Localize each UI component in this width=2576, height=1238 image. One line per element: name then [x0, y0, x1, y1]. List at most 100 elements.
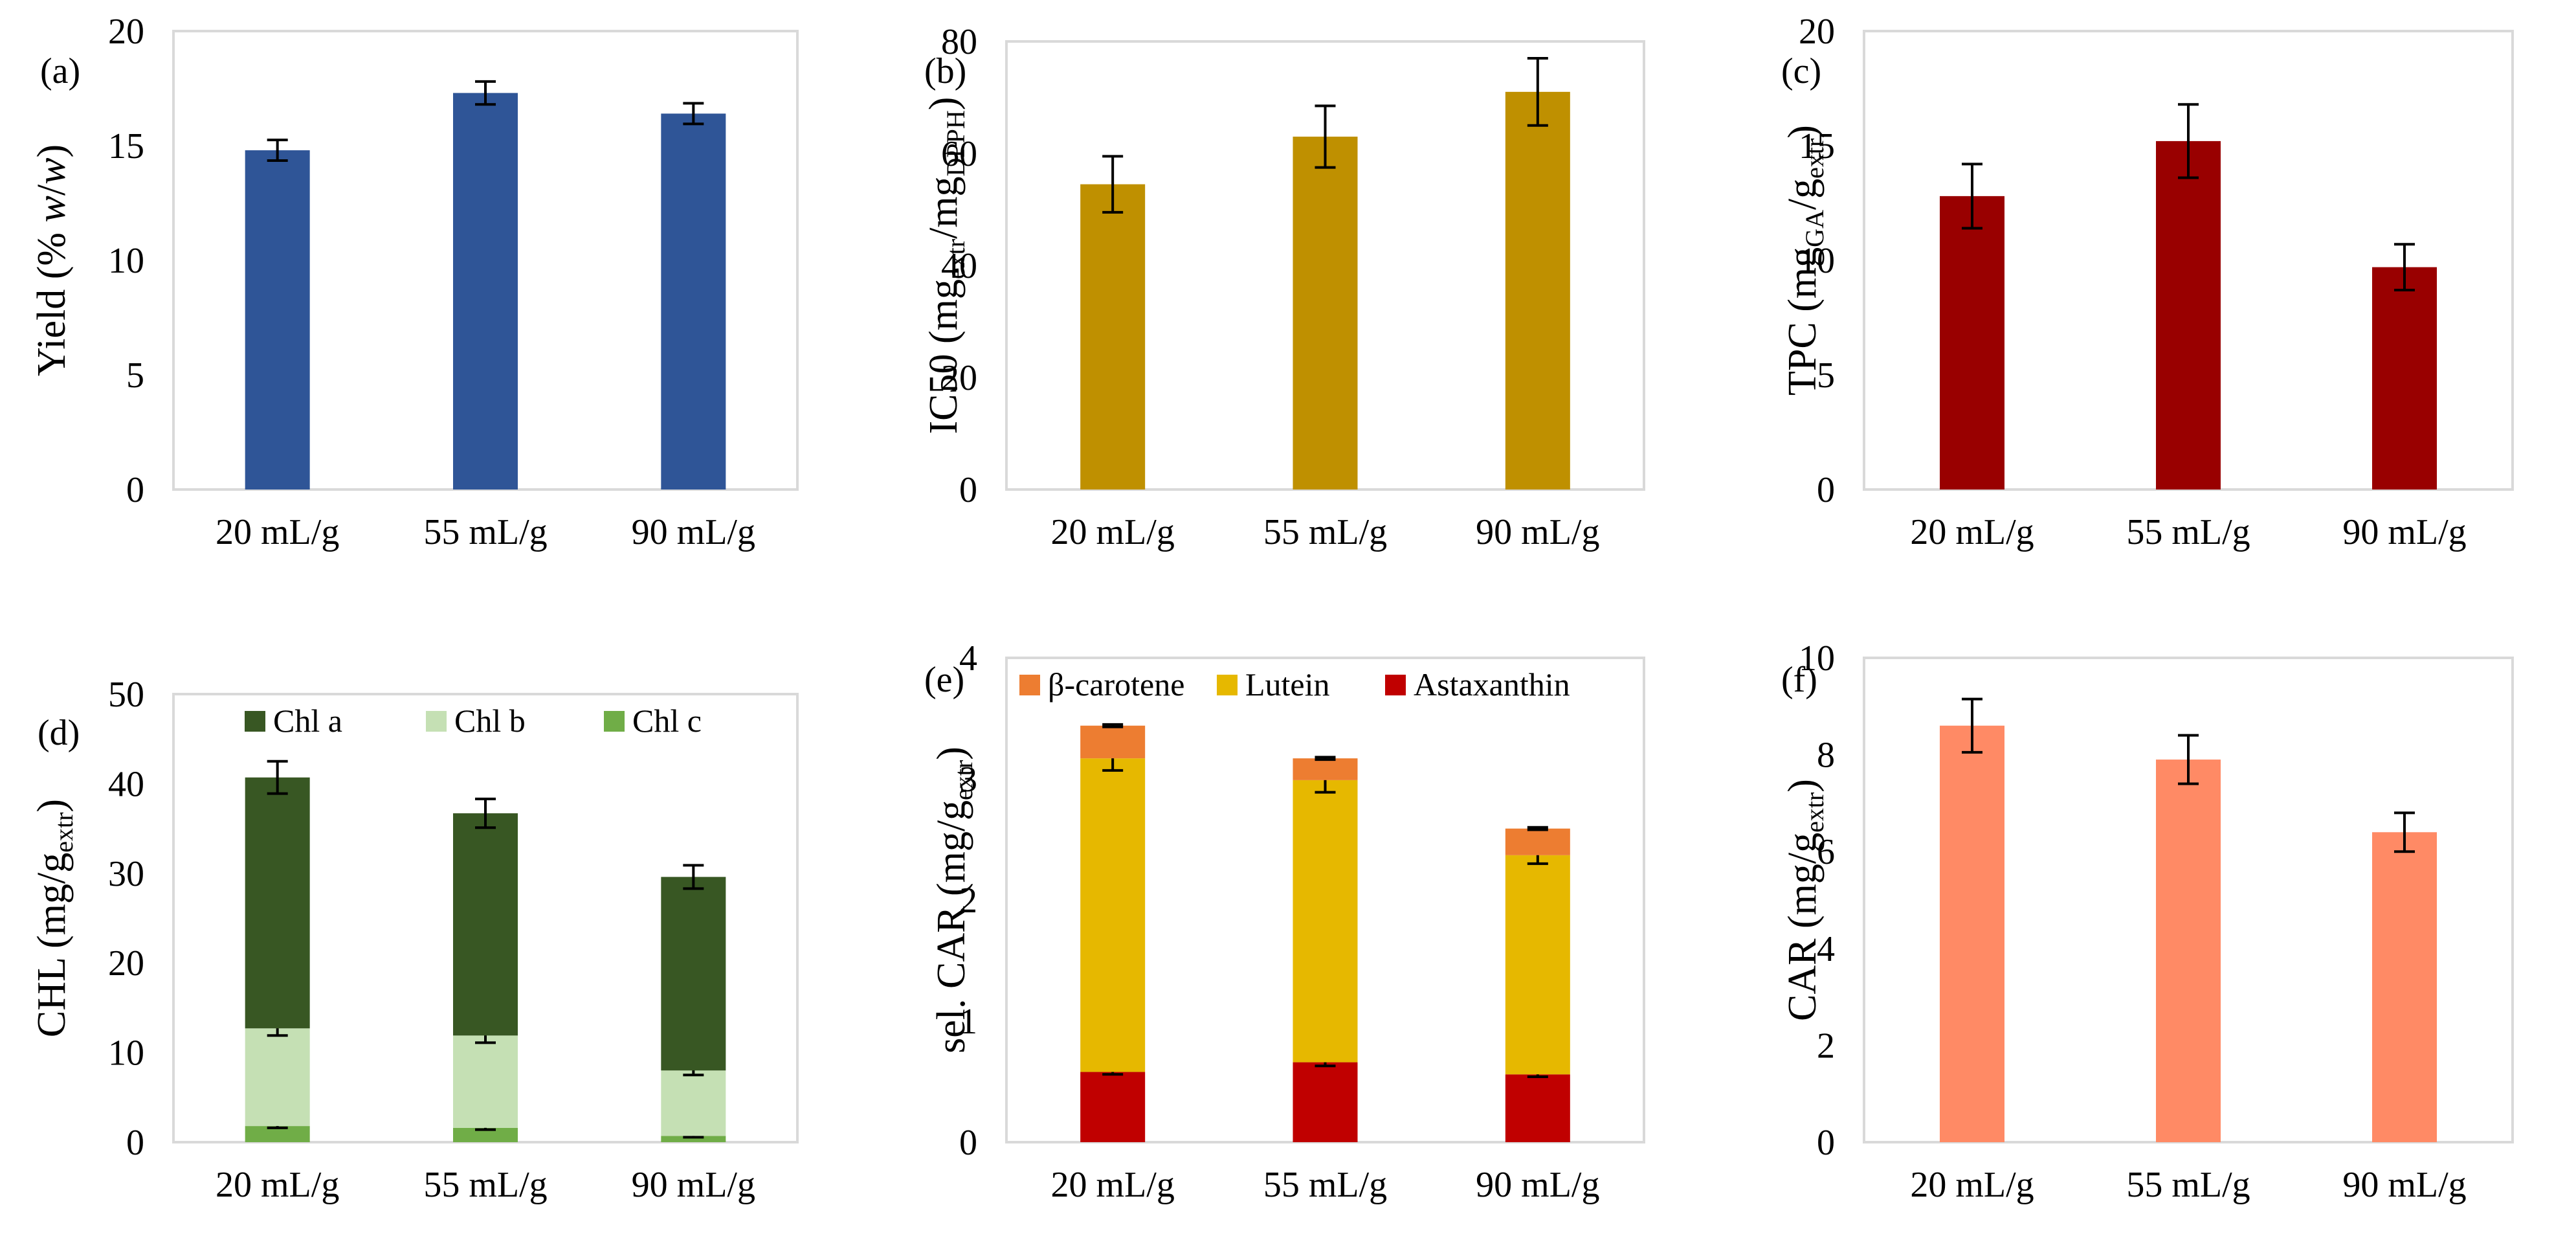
y-tick-label: 40 [108, 764, 144, 804]
x-tick-label: 90 mL/g [2342, 512, 2466, 552]
error-bar [1962, 163, 1982, 230]
y-tick-label: 10 [108, 1033, 144, 1074]
legend-entry: Chl c [632, 703, 702, 739]
bar-tpc [2372, 267, 2437, 490]
panel-b: 0 20 40 60 80 20 mL/g 55 mL/g 90 mL/g (b) IC50 (m… [922, 22, 1645, 552]
error-bar [1102, 155, 1124, 214]
error-bar [1962, 697, 1982, 754]
y-tick-label: 15 [108, 126, 144, 166]
x-tick-label: 90 mL/g [1476, 512, 1599, 552]
error-bar [267, 139, 288, 163]
x-tick-label: 20 mL/g [1910, 512, 2034, 552]
legend-swatch [1385, 675, 1406, 695]
legend-swatch [604, 711, 625, 732]
y-tick-label: 40 [941, 246, 977, 286]
legend: Chl a Chl b Chl c [245, 703, 702, 739]
y-tick-label: 0 [126, 470, 144, 510]
y-tick-label: 0 [126, 1123, 144, 1163]
y-tick-label: 30 [108, 854, 144, 894]
x-tick-label: 90 mL/g [1476, 1165, 1599, 1205]
panel-label: (f) [1781, 660, 1817, 700]
bar-tpc [1940, 196, 2004, 490]
y-tick-label: 0 [1817, 1123, 1835, 1163]
bar-astaxanthin [1293, 1062, 1358, 1142]
bar-chl-c [453, 1127, 518, 1142]
panel-label: (c) [1781, 51, 1821, 91]
bar-lutein [1080, 758, 1146, 1072]
bar-yield [453, 93, 518, 490]
panel-c: 0 5 10 15 20 20 mL/g 55 mL/g 90 mL/g (c) TPC (mgG… [1781, 12, 2514, 552]
bar-astaxanthin [1505, 1074, 1570, 1142]
y-tick-label: 80 [941, 22, 977, 62]
bar--carotene [1080, 725, 1146, 759]
y-tick-label: 6 [1817, 832, 1835, 872]
legend: β-carotene Lutein Astaxanthin [1019, 666, 1570, 703]
panel-label: (a) [40, 51, 80, 91]
bar--carotene [1505, 828, 1570, 855]
x-tick-label: 20 mL/g [216, 1165, 339, 1205]
panel-label: (b) [924, 51, 966, 91]
bar-chl-a [245, 777, 310, 1029]
bar-car [2156, 760, 2221, 1142]
bar-ic50 [1505, 91, 1570, 490]
bar-chl-b [661, 1070, 726, 1136]
bar-car [1940, 725, 2004, 1142]
bar-yield [661, 113, 726, 490]
error-bar [2178, 103, 2199, 179]
bar-car [2372, 832, 2437, 1142]
y-tick-label: 10 [108, 241, 144, 281]
bar-chl-b [453, 1035, 518, 1128]
y-tick-label: 4 [1817, 929, 1835, 969]
panel-a: 0 5 10 15 20 20 mL/g 55 mL/g 90 mL/g (a) Yield (%… [30, 12, 799, 552]
y-tick-label: 20 [108, 943, 144, 984]
legend-entry: Astaxanthin [1414, 666, 1570, 703]
y-tick-label: 20 [941, 358, 977, 398]
legend-swatch [1217, 675, 1238, 695]
legend-swatch [1019, 675, 1040, 695]
x-tick-label: 20 mL/g [1051, 1165, 1175, 1205]
x-tick-label: 55 mL/g [1263, 1165, 1387, 1205]
bar-chl-a [453, 813, 518, 1036]
y-tick-label: 0 [959, 470, 977, 510]
error-bar [475, 797, 496, 829]
error-bar [267, 760, 288, 795]
x-tick-label: 90 mL/g [2342, 1165, 2466, 1205]
bar-astaxanthin [1080, 1072, 1146, 1142]
y-tick-label: 2 [959, 881, 977, 921]
y-tick-label: 15 [1799, 126, 1835, 166]
y-tick-label: 20 [1799, 12, 1835, 52]
legend-entry: Chl b [454, 703, 526, 739]
bar-ic50 [1080, 184, 1146, 490]
y-tick-label: 3 [959, 760, 977, 800]
x-tick-label: 20 mL/g [1910, 1165, 2034, 1205]
error-bar [1527, 826, 1548, 831]
legend-swatch [426, 711, 447, 732]
y-tick-label: 0 [959, 1123, 977, 1163]
x-tick-label: 90 mL/g [632, 512, 755, 552]
bar-chl-c [661, 1136, 726, 1142]
bar-lutein [1293, 780, 1358, 1063]
error-bar [2394, 811, 2415, 853]
bar-lutein [1505, 855, 1570, 1075]
error-bar [683, 864, 704, 890]
x-tick-label: 55 mL/g [423, 512, 547, 552]
error-bar [475, 80, 496, 106]
y-axis-label: CHL (mg/gextr) [30, 799, 78, 1037]
y-tick-label: 5 [1817, 355, 1835, 396]
error-bar [2394, 243, 2415, 292]
error-bar [1315, 756, 1336, 761]
y-tick-label: 10 [1799, 241, 1835, 281]
bar--carotene [1293, 758, 1358, 780]
panel-f: 0 2 4 6 8 10 20 mL/g 55 mL/g 90 mL/g (f) CAR (mg/g… [1781, 638, 2514, 1205]
y-axis-label: IC50 (mgextr/mgDPPH) [922, 97, 970, 434]
x-tick-label: 20 mL/g [1051, 512, 1175, 552]
x-tick-label: 20 mL/g [216, 512, 339, 552]
y-tick-label: 8 [1817, 736, 1835, 776]
bar-ic50 [1293, 137, 1358, 490]
panel-d: 0 10 20 30 40 50 20 mL/g 55 mL/g 90 mL/g (d) CHL (… [30, 675, 799, 1205]
x-tick-label: 55 mL/g [1263, 512, 1387, 552]
bar-tpc [2156, 141, 2221, 490]
panel-label: (d) [38, 713, 80, 753]
